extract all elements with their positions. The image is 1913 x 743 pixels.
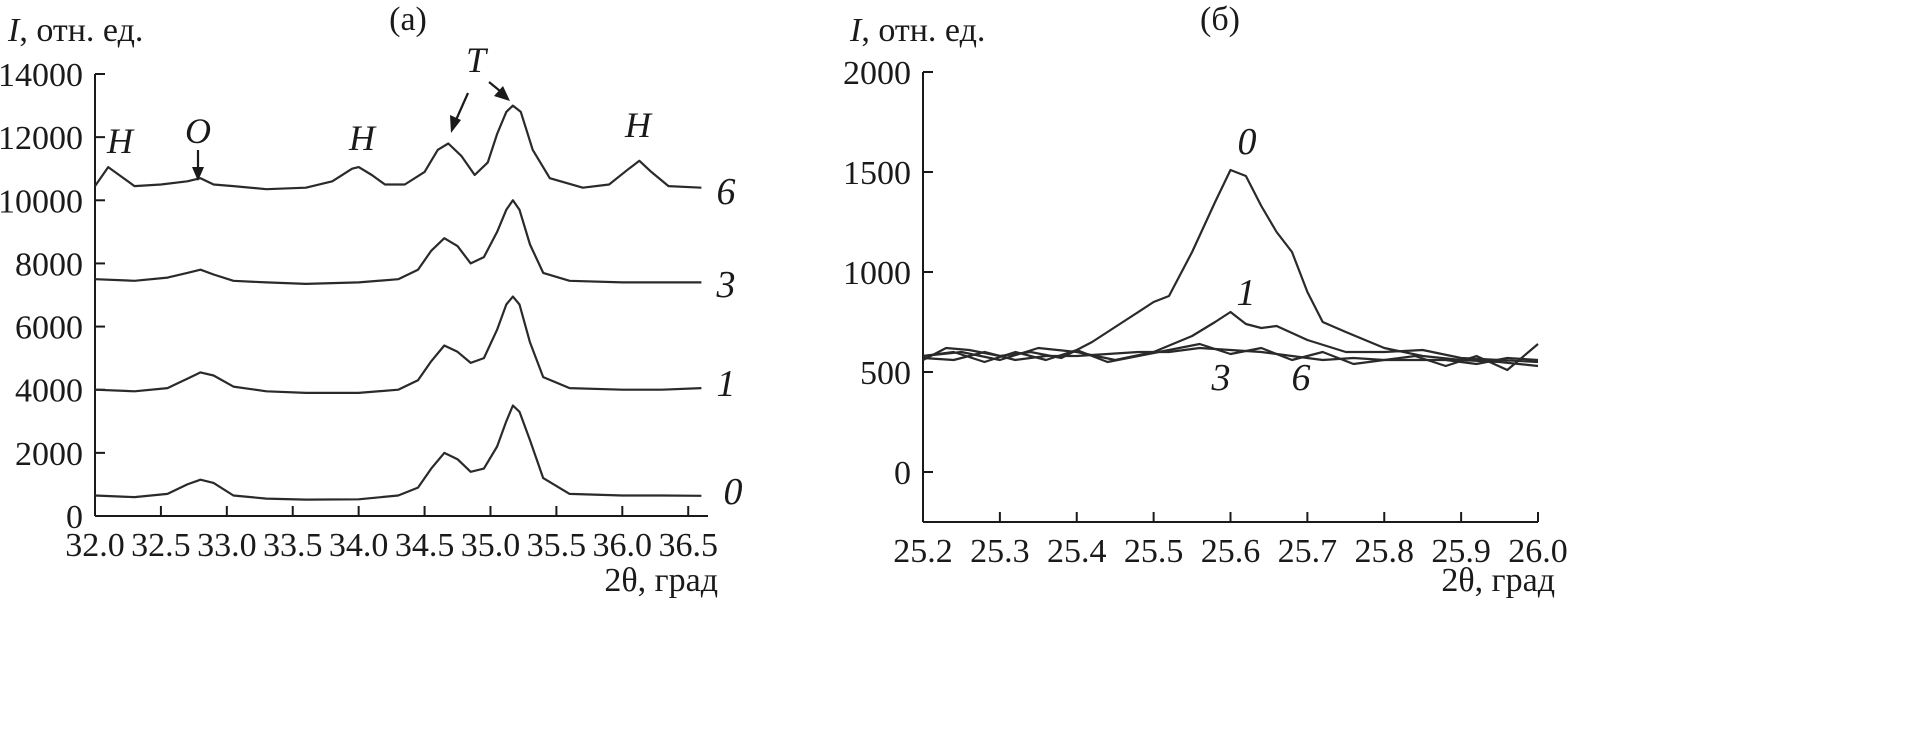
y-tick-label: 0 [894,455,911,492]
panel-b-curve-label-1: 1 [1237,272,1256,314]
x-tick-label: 35.5 [527,527,587,564]
panel-a-curves [94,104,702,501]
x-tick-label: 32.0 [65,527,125,564]
y-tick-label: 4000 [15,373,83,410]
x-tick-label: 32.5 [131,527,191,564]
arrowhead-t-right [494,86,510,101]
panel-a-xlabel: 2θ, град [604,562,718,599]
x-tick-label: 25.3 [970,533,1030,570]
panel-b-x-ticks: 25.2 25.3 25.4 25.5 25.6 25.7 25.8 25.9 26.0 [893,512,1568,570]
panel-a-ylabel-symbol: I [7,12,21,49]
phase-label-h-left: H [106,121,135,161]
y-tick-label: 500 [860,355,911,392]
arrowhead-t-left [450,115,461,133]
phase-label-o: O [185,111,211,151]
y-tick-label: 2000 [843,55,911,92]
y-tick-label: 14000 [0,57,83,94]
panel-b-curves [922,168,1539,372]
panel-b-ylabel: I, отн. ед. [849,12,985,49]
series-6-line [922,342,1539,372]
panel-a-curve-label-6: 6 [717,171,736,213]
x-tick-label: 25.4 [1047,533,1107,570]
y-tick-label: 10000 [0,183,83,220]
y-tick-label: 8000 [15,246,83,283]
phase-label-h-middle: H [348,118,377,158]
x-tick-label: 25.2 [893,533,953,570]
x-tick-label: 25.9 [1431,533,1491,570]
x-tick-label: 36.0 [593,527,653,564]
x-tick-label: 25.5 [1124,533,1184,570]
panel-a-y-ticks: 0 2000 4000 6000 8000 10000 12000 14000 [0,57,105,536]
x-tick-label: 26.0 [1508,533,1568,570]
arrow-t-left [454,92,470,121]
panel-b-curve-label-3: 3 [1211,357,1231,399]
x-tick-label: 33.0 [197,527,257,564]
panel-a-curve-label-3: 3 [716,264,736,306]
panel-b-y-ticks: 0 500 1000 1500 2000 [843,55,933,492]
panel-b-label: (б) [1200,1,1240,38]
x-tick-label: 25.8 [1355,533,1415,570]
panel-a-label: (a) [389,1,427,38]
panel-a-curve-label-1: 1 [717,363,736,405]
phase-label-t: T [466,40,489,80]
panel-b-curve-label-0: 0 [1238,121,1257,163]
y-tick-label: 6000 [15,310,83,347]
series-3-line [94,199,702,285]
panel-a-curve-label-0: 0 [724,471,743,513]
panel-b-xlabel: 2θ, град [1441,562,1555,599]
x-tick-label: 34.5 [395,527,455,564]
x-tick-label: 25.7 [1278,533,1338,570]
series-1-line [922,310,1539,364]
series-6-line [94,104,702,191]
y-tick-label: 12000 [0,120,83,157]
x-tick-label: 25.6 [1201,533,1261,570]
series-1-line [94,295,702,394]
phase-label-h-right: H [624,105,653,145]
y-tick-label: 2000 [15,436,83,473]
panel-a-ylabel-unit: , отн. ед. [19,12,143,49]
series-3-line [922,346,1539,366]
y-tick-label: 0 [66,499,83,536]
y-tick-label: 1500 [843,155,911,192]
panel-a: (a) I, отн. ед. 020004000600080001000012… [0,1,743,599]
arrow-t-right [488,81,501,92]
x-tick-label: 36.5 [658,527,718,564]
y-tick-label: 1000 [843,255,911,292]
arrowhead-o [192,167,204,181]
series-0-line [922,168,1539,368]
panel-a-x-ticks: 32.0 32.5 33.0 33.5 34.0 34.5 35.0 35.5 36.0 36.5 [65,506,718,564]
panel-b-ylabel-symbol: I [849,12,863,49]
panel-b-curve-label-6: 6 [1292,357,1311,399]
x-tick-label: 34.0 [329,527,389,564]
series-0-line [94,404,702,501]
x-tick-label: 35.0 [461,527,521,564]
panel-b-ylabel-unit: , отн. ед. [861,12,985,49]
panel-a-ylabel: I, отн. ед. [7,12,143,49]
x-tick-label: 33.5 [263,527,323,564]
